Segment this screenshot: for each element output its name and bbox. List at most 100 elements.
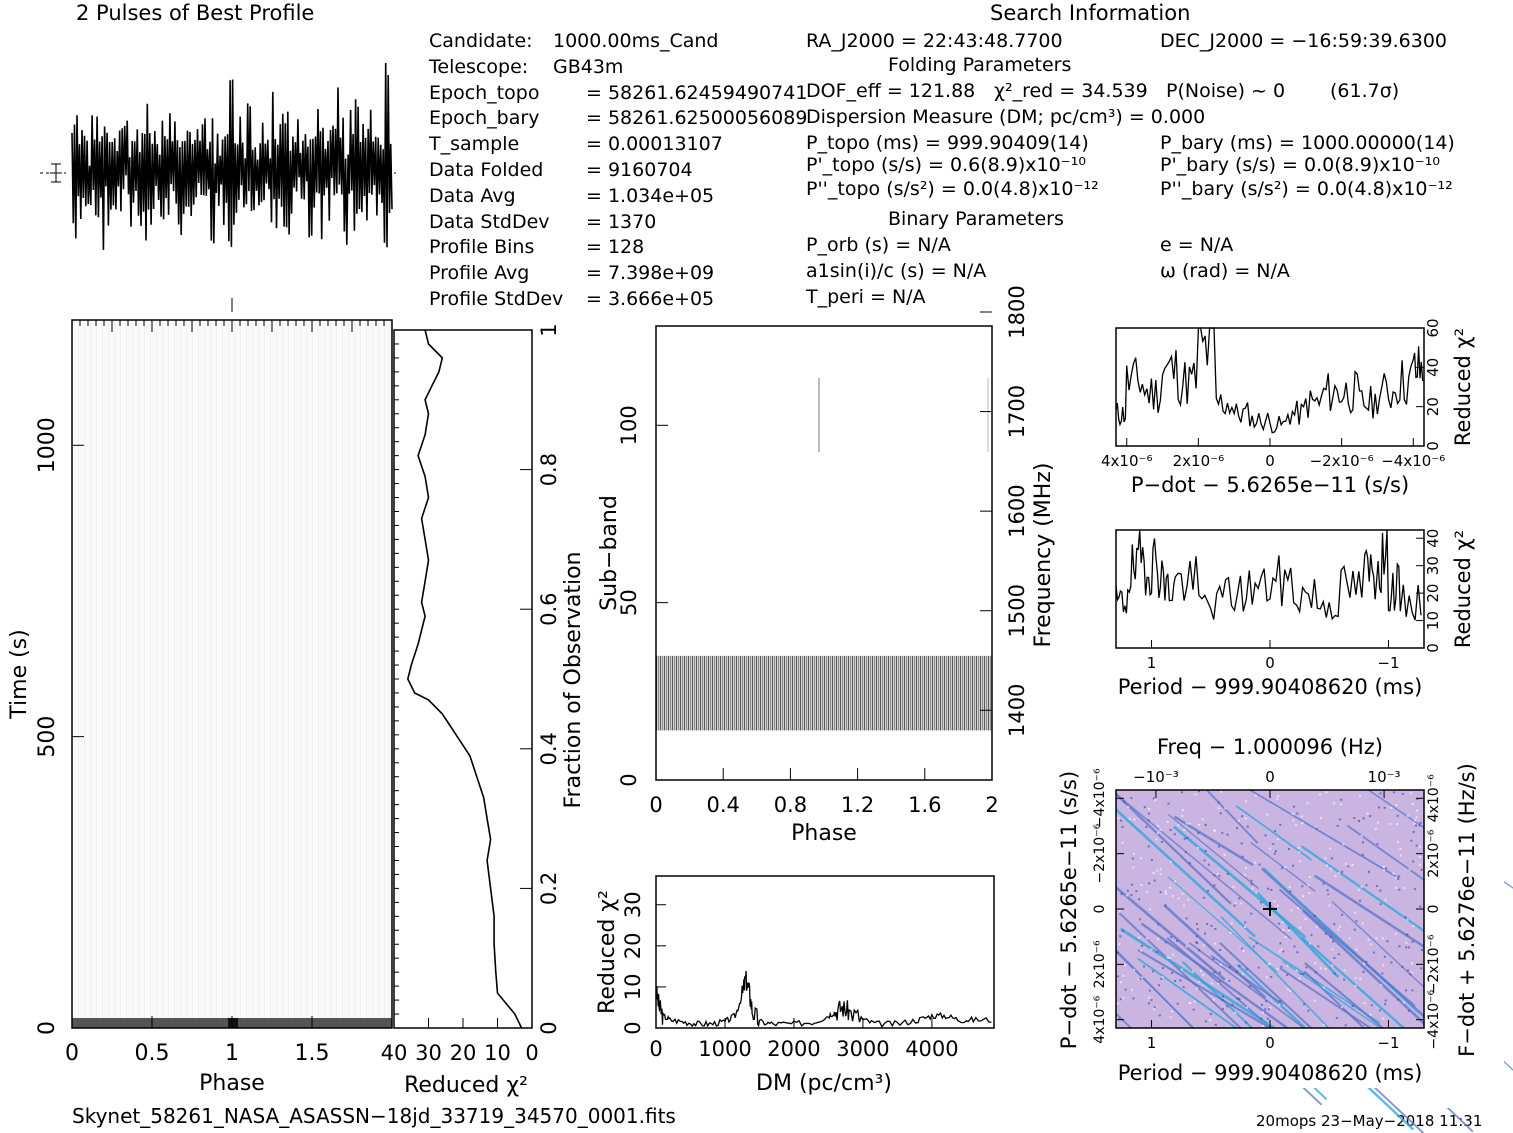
pdot-period-speckle <box>1301 885 1304 888</box>
a1sini-value: a1sin(i)/c (s) = N/A <box>806 260 987 282</box>
subband-y2-tick-label: 1700 <box>1005 385 1029 438</box>
pdot-period-speckle <box>1186 836 1189 839</box>
ra-value: RA_J2000 = 22:43:48.7700 <box>806 30 1063 52</box>
pdot-period-speckle <box>1359 899 1362 902</box>
pdot-period-speckle <box>1195 987 1198 990</box>
pdot-period-speckle <box>1145 891 1148 894</box>
pdot-period-speckle <box>1370 1004 1373 1007</box>
pdot-period-speckle <box>1390 961 1393 964</box>
pdot-period-speckle <box>1287 929 1290 932</box>
dec-value: DEC_J2000 = −16:59:39.6300 <box>1160 30 1448 52</box>
filename-footer: Skynet_58261_NASA_ASASSN−18jd_33719_3457… <box>72 1104 676 1128</box>
pdot-period-speckle <box>1374 827 1377 830</box>
pdot-period-speckle <box>1135 890 1138 893</box>
time-chi2-frame <box>393 329 533 1029</box>
pdot-period-speckle <box>1355 920 1358 923</box>
pdot-period-speckle <box>1226 873 1229 876</box>
pdot-period-speckle <box>1170 936 1173 939</box>
pdot-period-speckle <box>1255 891 1258 894</box>
info-label-4: T_sample <box>429 133 520 156</box>
pdot-period-speckle <box>1171 971 1174 974</box>
pdot-period-speckle <box>1419 821 1422 824</box>
pdot-period-speckle <box>1367 870 1370 873</box>
time-chi2-x-tick-label: 20 <box>450 1041 477 1065</box>
pbary-value: P_bary (ms) = 1000.00000(14) <box>1160 132 1455 154</box>
info-label-7: Data StdDev <box>429 210 550 233</box>
pdot-period-speckle <box>1338 925 1341 928</box>
pdot-period-speckle <box>1212 829 1215 832</box>
pdot-period-speckle <box>1244 921 1247 924</box>
pdot-period-speckle <box>1244 800 1247 803</box>
porb-value: P_orb (s) = N/A <box>806 234 951 256</box>
pdot-period-speckle <box>1212 998 1215 1001</box>
pdot-period-speckle <box>1295 824 1298 827</box>
pdot-period-speckle <box>1206 922 1209 925</box>
subband-x-tick-label: 0.4 <box>706 793 739 817</box>
pdot-period-y-tick-label: −4x10⁻⁶ <box>1092 768 1108 828</box>
pdot-period-mask-top <box>1036 730 1504 790</box>
info-label-10: Profile StdDev <box>429 288 564 310</box>
pdot-period-speckle <box>1159 868 1162 871</box>
pdot-frame <box>1115 327 1425 447</box>
pdot-period-speckle <box>1202 973 1205 976</box>
pdot-period-speckle <box>1207 889 1210 892</box>
pdot-period-speckle <box>1124 964 1127 967</box>
pdot-period-speckle <box>1331 948 1334 951</box>
pdot-period-speckle <box>1302 973 1305 976</box>
pdot-period-speckle <box>1189 1001 1192 1004</box>
pdot-period-speckle <box>1282 950 1285 953</box>
pdot-period-speckle <box>1172 894 1175 897</box>
tperi-value: T_peri = N/A <box>806 286 926 308</box>
pdot-period-speckle <box>1363 962 1366 965</box>
subband-ylabel: Sub−band <box>597 495 622 611</box>
profile-title: 2 Pulses of Best Profile <box>76 1 315 25</box>
period-xlabel: Period − 999.90408620 (ms) <box>1118 675 1423 699</box>
pdot-period-speckle <box>1280 965 1283 968</box>
pdot-period-speckle <box>1286 988 1289 991</box>
pdot-period-x2-tick-label: 10⁻³ <box>1368 768 1401 786</box>
pdot-period-speckle <box>1147 996 1150 999</box>
pdot-period-y2-tick-label: 0 <box>1426 905 1442 914</box>
pdot-period-speckle <box>1245 1021 1248 1024</box>
pdot-period-speckle <box>1354 911 1357 914</box>
pdot-period-speckle <box>1278 950 1281 953</box>
pdot-period-speckle <box>1240 842 1243 845</box>
time-chi2-y-tick-label: 0.2 <box>537 872 561 905</box>
pdot-period-speckle <box>1326 864 1329 867</box>
pdot-period-speckle <box>1212 958 1215 961</box>
pdot-period-speckle <box>1292 819 1295 822</box>
pdot-period-speckle <box>1354 984 1357 987</box>
pdot-period-speckle <box>1132 852 1135 855</box>
pdot-period-speckle <box>1292 864 1295 867</box>
pdot-period-speckle <box>1307 884 1310 887</box>
pdot-period-speckle <box>1314 962 1317 965</box>
pdot-period-speckle <box>1117 975 1120 978</box>
pdot-period-y2-tick-label: 4x10⁻⁶ <box>1426 774 1442 822</box>
pdot-period-speckle <box>1118 1017 1121 1020</box>
pdot-period-speckle <box>1213 884 1216 887</box>
pdot-period-speckle <box>1138 898 1141 901</box>
pdot-period-speckle <box>1132 866 1135 869</box>
pdot-period-speckle <box>1193 1000 1196 1003</box>
search-info-title: Search Information <box>990 1 1191 25</box>
pdot-period-speckle <box>1382 964 1385 967</box>
pdot-period-speckle <box>1386 940 1389 943</box>
time-chi2-x-tick-label: 30 <box>415 1041 442 1065</box>
pdot-period-speckle <box>1281 921 1284 924</box>
pdot-period-speckle <box>1297 907 1300 910</box>
pdot-period-speckle <box>1409 973 1412 976</box>
omega-value: ω (rad) = N/A <box>1160 260 1290 282</box>
pddbary-value: P''_bary (s/s²) = 0.0(4.8)x10⁻¹² <box>1160 178 1453 200</box>
pdot-period-speckle <box>1250 879 1253 882</box>
pdot-period-speckle <box>1166 956 1169 959</box>
pdot-period-speckle <box>1415 816 1418 819</box>
pdot-period-speckle <box>1353 817 1356 820</box>
pdot-period-speckle <box>1418 855 1421 858</box>
pdot-period-speckle <box>1278 1000 1281 1003</box>
pdot-period-speckle <box>1381 1017 1384 1020</box>
pdot-period-speckle <box>1408 868 1411 871</box>
pdbary-value: P'_bary (s/s) = 0.0(8.9)x10⁻¹⁰ <box>1160 154 1440 176</box>
pdot-period-speckle <box>1333 972 1336 975</box>
info-label-6: Data Avg <box>429 184 516 207</box>
pdot-period-speckle <box>1281 929 1284 932</box>
